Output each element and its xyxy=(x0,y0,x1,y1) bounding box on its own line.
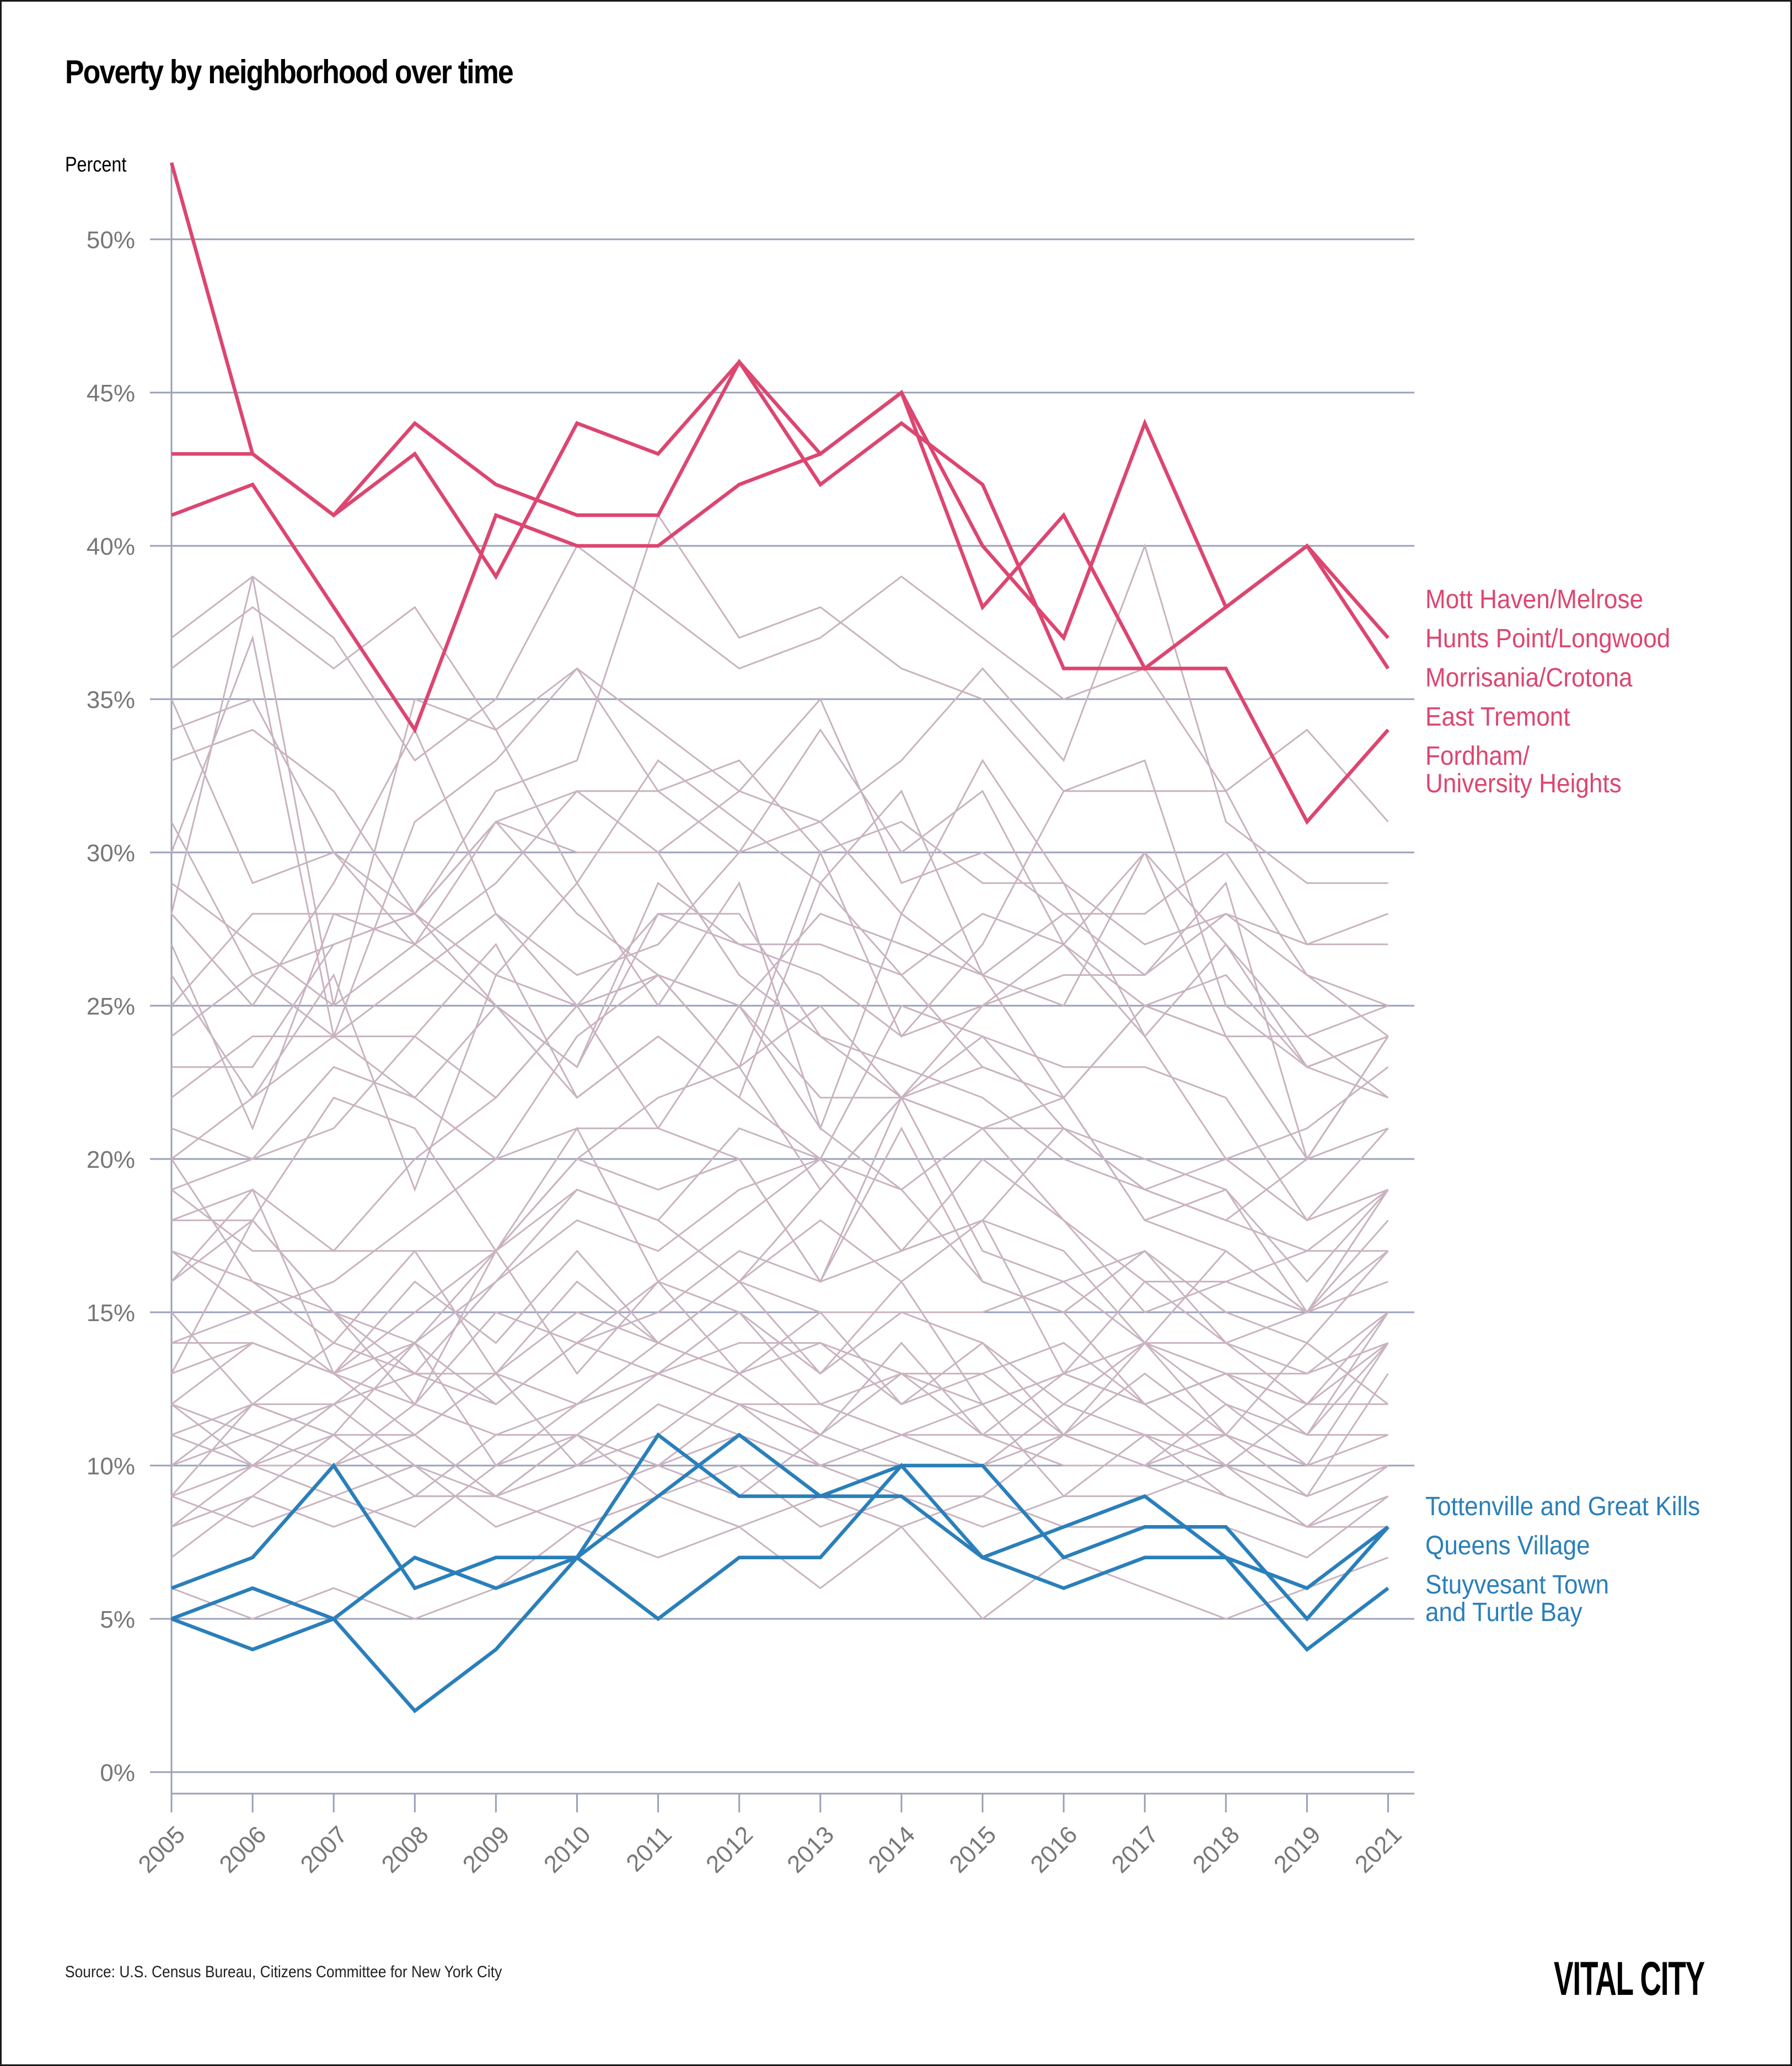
x-tick-labels: 2005 2006 2007 2008 2009 2010 2011 2012 2013 2014… xyxy=(133,1821,1407,1879)
other-neighborhood-line xyxy=(170,974,1389,1314)
x-tick-label: 2005 xyxy=(133,1821,190,1879)
other-neighborhood-line xyxy=(170,728,1389,1069)
other-neighborhood-line xyxy=(171,881,1389,1099)
other-neighborhood-line xyxy=(170,1035,1389,1375)
legend-label-queens-village: Queens Village xyxy=(1425,1531,1590,1560)
other-neighborhood-line xyxy=(171,974,1389,1313)
y-tick-label: 40% xyxy=(87,533,135,560)
brand-logo: VITAL CITY xyxy=(1554,1952,1705,2005)
legend-label-morrisania: Morrisania/Crotona xyxy=(1425,663,1633,693)
high-poverty-line xyxy=(169,162,1389,825)
y-tick-label: 5% xyxy=(100,1606,135,1633)
y-axis-unit-label: Percent xyxy=(65,153,127,176)
x-tick-label: 2012 xyxy=(701,1821,758,1879)
y-tick-label: 50% xyxy=(87,227,135,254)
x-tick-label: 2018 xyxy=(1188,1821,1245,1879)
y-tick-label: 25% xyxy=(87,993,135,1020)
x-tick-label: 2007 xyxy=(296,1821,353,1879)
other-neighborhood-line xyxy=(171,543,1388,884)
x-tick-label: 2006 xyxy=(214,1821,272,1879)
x-tick-label: 2010 xyxy=(539,1821,596,1879)
source-note: Source: U.S. Census Bureau, Citizens Com… xyxy=(65,1963,502,1981)
low-poverty-line xyxy=(170,1463,1389,1714)
other-neighborhood-line xyxy=(171,943,1389,1222)
y-tick-label: 10% xyxy=(87,1453,135,1480)
y-tick-label: 15% xyxy=(87,1300,135,1327)
y-tick-label: 35% xyxy=(87,686,135,713)
y-tick-label: 20% xyxy=(87,1146,135,1173)
high-poverty-lines xyxy=(169,162,1390,825)
x-tick-label: 2015 xyxy=(944,1821,1001,1879)
other-neighborhood-line xyxy=(170,1127,1389,1375)
other-neighborhood-line xyxy=(171,1280,1389,1467)
legend-label-hunts-point: Hunts Point/Longwood xyxy=(1425,624,1671,653)
y-tick-label: 30% xyxy=(87,840,135,867)
other-neighborhood-line xyxy=(170,790,1389,1161)
x-tick-label: 2009 xyxy=(458,1821,515,1879)
x-tick-label: 2008 xyxy=(377,1821,434,1879)
y-tick-labels: 0% 5% 10% 15% 20% 25% 30% 35% 40% 45% 50% xyxy=(87,227,135,1786)
legend-label-east-tremont: East Tremont xyxy=(1425,702,1570,732)
legend-label-mott-haven: Mott Haven/Melrose xyxy=(1425,585,1644,614)
high-poverty-line xyxy=(171,358,1389,641)
legend-label-fordham: Fordham/ xyxy=(1425,742,1530,771)
y-tick-label: 0% xyxy=(100,1759,135,1786)
other-neighborhood-line xyxy=(171,1403,1389,1528)
other-neighborhood-line xyxy=(171,513,1389,946)
other-neighborhood-line xyxy=(171,1311,1389,1467)
x-tick-label: 2017 xyxy=(1107,1821,1164,1879)
axes xyxy=(170,165,1414,1812)
legend-label-university-heights: University Heights xyxy=(1425,769,1622,798)
other-neighborhood-line xyxy=(171,1189,1389,1375)
x-tick-label: 2011 xyxy=(621,1821,677,1877)
other-neighborhood-line xyxy=(171,544,1389,823)
other-neighborhood-line xyxy=(170,1311,1389,1436)
chart-title: Poverty by neighborhood over time xyxy=(65,53,514,90)
y-tick-label: 45% xyxy=(87,380,135,407)
x-tick-label: 2019 xyxy=(1269,1821,1326,1879)
other-neighborhood-lines xyxy=(170,513,1389,1620)
legend-label-turtle-bay: and Turtle Bay xyxy=(1425,1598,1582,1627)
x-tick-label: 2013 xyxy=(782,1821,839,1879)
x-tick-label: 2014 xyxy=(863,1821,920,1879)
other-neighborhood-line xyxy=(171,1096,1389,1375)
low-poverty-lines xyxy=(170,1432,1389,1714)
other-neighborhood-line xyxy=(170,913,1389,1222)
high-poverty-line xyxy=(170,389,1390,734)
legend-label-tottenville: Tottenville and Great Kills xyxy=(1425,1492,1700,1521)
low-poverty-line xyxy=(170,1432,1389,1622)
x-tick-label: 2021 xyxy=(1350,1821,1407,1879)
legend-label-stuyvesant-town: Stuyvesant Town xyxy=(1425,1570,1609,1600)
x-tick-label: 2016 xyxy=(1026,1821,1083,1879)
